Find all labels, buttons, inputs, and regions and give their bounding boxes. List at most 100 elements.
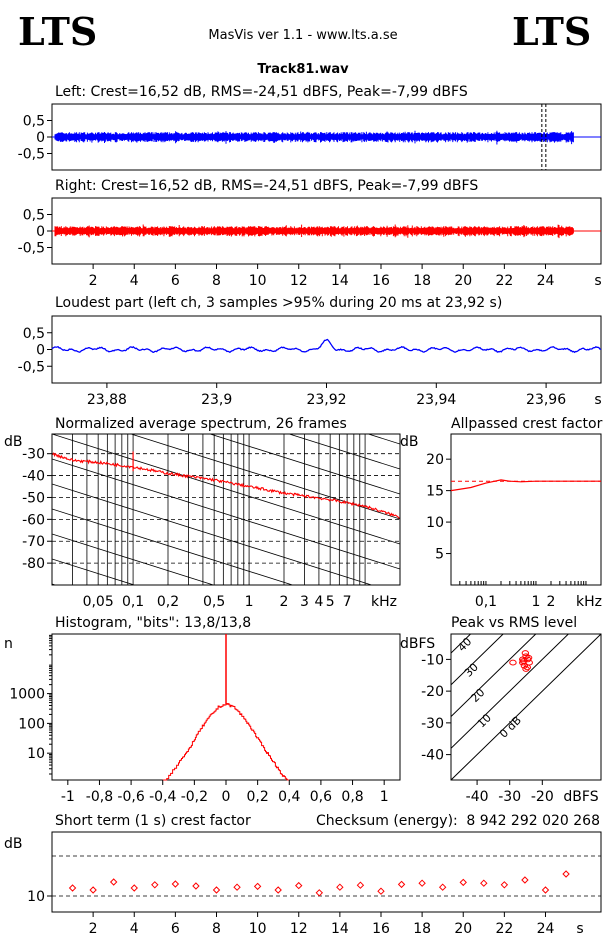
- peakrms-xtick-0-label: -40: [466, 789, 489, 805]
- shortterm-xtick-0-label: 2: [89, 921, 98, 937]
- checksum-value: 8 942 292 020 268: [466, 813, 600, 829]
- shortterm-point: [171, 880, 180, 888]
- shortterm-point: [500, 881, 509, 889]
- checksum-label: Checksum (energy):: [316, 813, 458, 829]
- spectrum-xtick-3-label: 0,5: [203, 594, 225, 610]
- spectrum-plot-frame: [51, 433, 401, 586]
- allpassed-ytick-1-label: 15: [426, 484, 444, 500]
- peakrms-crest-label-4: 0 dB: [497, 714, 524, 741]
- allpassed-ylabel: dB: [400, 434, 419, 450]
- shortterm-point: [212, 886, 221, 894]
- left-ytick-1-label: 0: [36, 130, 45, 146]
- spectrum-slope-line: [52, 109, 400, 219]
- right-title: Right: Crest=16,52 dB, RMS=-24,51 dBFS, …: [55, 178, 478, 194]
- spectrum-slope-line: [52, 159, 400, 269]
- shortterm-xtick-2-label: 6: [171, 921, 180, 937]
- histogram-xtick-1-label: -0,8: [86, 789, 113, 805]
- shortterm-xtick-9-label: 20: [454, 921, 472, 937]
- spectrum-ytick-0-label: -30: [22, 447, 45, 463]
- spectrum-ytick-2-label: -50: [22, 490, 45, 506]
- allpassed-title: Allpassed crest factor: [451, 416, 603, 432]
- histogram-ytick-2-label: 10: [27, 746, 45, 762]
- shortterm-ylabel: dB: [4, 836, 23, 852]
- peakrms-crest-line-3: [451, 634, 570, 749]
- histogram-xtick-0-label: -1: [61, 789, 75, 805]
- right-xtick-2-label: 6: [171, 273, 180, 289]
- loudest-title: Loudest part (left ch, 3 samples >95% du…: [55, 295, 502, 311]
- peakrms-xunit: dBFS: [563, 789, 598, 805]
- peakrms-title: Peak vs RMS level: [451, 615, 577, 631]
- logo-left: LTS: [18, 9, 97, 54]
- shortterm-point: [130, 884, 138, 892]
- peakrms-ytick-0-label: -10: [421, 652, 444, 668]
- spectrum-slope-line: [287, 434, 400, 470]
- shortterm-point: [521, 876, 529, 884]
- histogram-ytick-1-label: 100: [18, 716, 45, 732]
- spectrum-curve: [52, 452, 400, 519]
- shortterm-point: [295, 881, 303, 890]
- spectrum-title: Normalized average spectrum, 26 frames: [55, 416, 347, 432]
- shortterm-title: Short term (1 s) crest factor: [55, 813, 251, 829]
- shortterm-point: [253, 882, 262, 891]
- right-xtick-3-label: 8: [212, 273, 221, 289]
- peakrms-point: [519, 658, 528, 664]
- allpassed-xtick-2-label: 2: [547, 594, 556, 610]
- shortterm-point: [377, 887, 385, 895]
- peakrms-point: [524, 654, 533, 661]
- shortterm-ytick-0-label: 10: [27, 889, 45, 905]
- shortterm-point: [68, 884, 77, 892]
- spectrum-xtick-6-label: 3: [300, 594, 309, 610]
- app-title: MasVis ver 1.1 - www.lts.a.se: [208, 28, 397, 43]
- right-xtick-10-label: 22: [495, 273, 513, 289]
- right-xtick-6-label: 14: [331, 273, 349, 289]
- shortterm-point: [192, 882, 200, 890]
- histogram-xtick-3-label: -0,4: [149, 789, 176, 805]
- shortterm-xtick-5-label: 12: [290, 921, 308, 937]
- spectrum-slope-line: [52, 533, 215, 585]
- shortterm-xtick-3-label: 8: [212, 921, 221, 937]
- histogram-xtick-10-label: 1: [380, 789, 389, 805]
- allpassed-ytick-0-label: 20: [426, 452, 444, 468]
- peakrms-ytick-3-label: -40: [421, 748, 444, 764]
- spectrum-ylabel: dB: [4, 434, 23, 450]
- spectrum-ytick-1-label: -40: [22, 469, 45, 485]
- peakrms-crest-label-1: 30: [462, 661, 481, 680]
- shortterm-point: [438, 883, 447, 891]
- shortterm-xtick-10-label: 22: [495, 921, 513, 937]
- shortterm-xtick-8-label: 18: [413, 921, 431, 937]
- right-ytick-1-label: 0: [36, 224, 45, 240]
- allpassed-xtick-3-label: kHz: [576, 594, 602, 610]
- right-xunit: s: [594, 273, 601, 289]
- shortterm-point: [315, 889, 324, 897]
- allpassed-plot-frame: [450, 433, 602, 586]
- allpassed-ytick-2-label: 10: [426, 515, 444, 531]
- spectrum-slope-line: [52, 458, 400, 570]
- histogram-title: Histogram, "bits": 13,8/13,8: [55, 615, 251, 631]
- right-xtick-5-label: 12: [290, 273, 308, 289]
- shortterm-point: [541, 886, 550, 894]
- spectrum-xtick-0-label: 0,05: [83, 594, 114, 610]
- shortterm-point: [233, 883, 241, 891]
- loudest-xunit: s: [594, 392, 601, 408]
- shortterm-point: [459, 878, 467, 887]
- loudest-ytick-1-label: 0: [36, 343, 45, 359]
- peakrms-point: [521, 650, 530, 656]
- plot-layer: 0,50-0,50,50-0,52 4 6 8 10 12 14 16 18 20 22 24 s0,5…: [9, 103, 602, 937]
- histogram-curve: [162, 703, 290, 781]
- shortterm-point: [562, 870, 570, 878]
- histogram-xtick-8-label: 0,6: [310, 789, 332, 805]
- right-ytick-0-label: 0,5: [23, 208, 45, 224]
- right-ytick-2-label: -0,5: [18, 241, 45, 257]
- right-xtick-4-label: 10: [249, 273, 267, 289]
- peakrms-crest-label-3: 10: [475, 711, 494, 730]
- shortterm-point: [109, 878, 118, 886]
- spectrum-xtick-2-label: 0,2: [157, 594, 179, 610]
- peakrms-ytick-2-label: -30: [421, 716, 444, 732]
- spectrum-xtick-1-label: 0,1: [122, 594, 144, 610]
- spectrum-slope-line: [52, 483, 373, 585]
- file-name: Track81.wav: [257, 62, 349, 77]
- shortterm-point: [480, 879, 488, 887]
- spectrum-xtick-7-label: 4: [314, 594, 323, 610]
- histogram-xtick-9-label: 0,8: [341, 789, 363, 805]
